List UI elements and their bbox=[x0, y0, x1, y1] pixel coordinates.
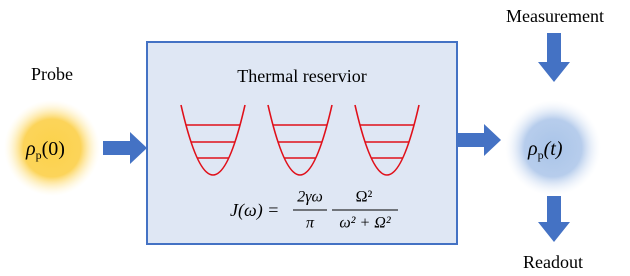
argument: (0) bbox=[42, 138, 65, 160]
arrow bbox=[538, 33, 570, 82]
arrow bbox=[538, 196, 570, 242]
arrow bbox=[457, 124, 501, 156]
rho: ρ bbox=[25, 138, 36, 160]
reservoir-title: Thermal reservior bbox=[237, 66, 366, 86]
formula-num: Ω² bbox=[356, 189, 373, 206]
state-symbol: ρp(t) bbox=[527, 138, 563, 162]
measurement-label: Measurement bbox=[506, 6, 604, 26]
diagram: Probe ρp(0) Thermal reservior J(ω) = 2γω… bbox=[0, 0, 630, 276]
rho: ρ bbox=[527, 138, 538, 160]
formula-num: 2γω bbox=[297, 189, 323, 206]
formula-lhs: J(ω) = bbox=[230, 200, 279, 221]
formula-den: π bbox=[306, 215, 315, 232]
probe-symbol: ρp(0) bbox=[25, 138, 65, 162]
argument: (t) bbox=[544, 138, 563, 160]
readout-label: Readout bbox=[523, 252, 583, 272]
arrow bbox=[103, 132, 147, 164]
formula-den: ω² + Ω² bbox=[339, 215, 391, 232]
probe-label: Probe bbox=[31, 64, 73, 84]
